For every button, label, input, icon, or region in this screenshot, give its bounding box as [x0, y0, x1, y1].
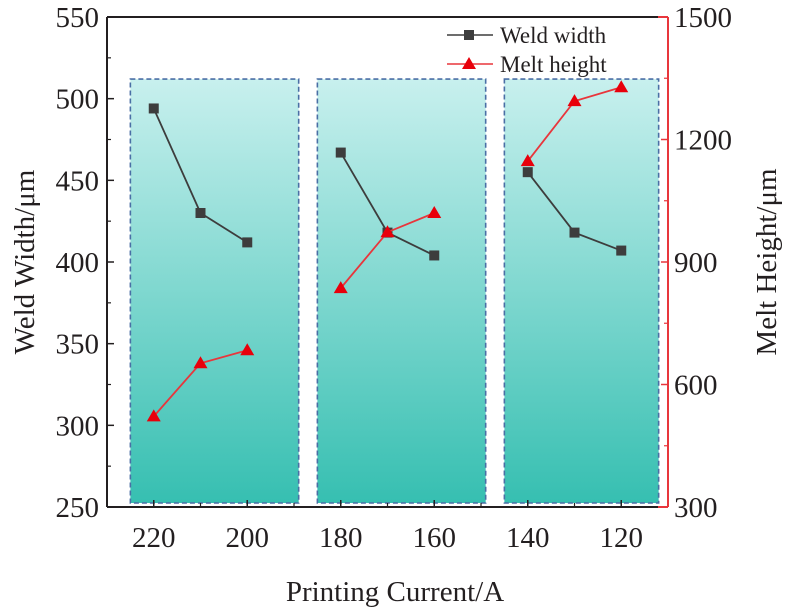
melt-height-point	[240, 343, 255, 356]
y2-tick-label: 600	[674, 370, 718, 402]
legend-weld-width-marker	[464, 30, 474, 40]
y2-axis-title: Melt Height/μm	[751, 168, 783, 356]
melt-height-point	[380, 225, 395, 238]
y-tick-label: 450	[56, 165, 100, 197]
weld-width-point	[522, 167, 533, 178]
y-tick-label: 350	[56, 329, 100, 361]
legend-melt-height-marker	[462, 57, 476, 69]
tick-labels: 220 200 180 160 140 120 250 300 350 400 450 500 550 3…	[56, 2, 733, 554]
weld-width-point	[569, 227, 580, 238]
axis-ticks	[107, 16, 668, 508]
y2-tick-label: 1500	[674, 2, 732, 34]
group-box-1	[129, 78, 300, 504]
x-tick-label: 160	[413, 522, 457, 554]
legend-melt-height-label: Melt height	[500, 52, 607, 77]
legend-weld-width-label: Weld width	[500, 23, 607, 48]
series-layer	[146, 80, 629, 422]
melt-height-point	[567, 94, 582, 107]
y-tick-label: 400	[56, 247, 100, 279]
weld-width-point	[429, 250, 440, 261]
y2-tick-label: 300	[674, 492, 718, 524]
weld-width-point	[335, 147, 346, 158]
melt-height-point	[146, 409, 161, 422]
melt-height-point	[520, 154, 535, 167]
y-axis-title: Weld Width/μm	[9, 169, 41, 354]
x-tick-label: 200	[226, 522, 270, 554]
y-tick-label: 550	[56, 2, 100, 34]
y-tick-label: 300	[56, 410, 100, 442]
x-tick-label: 140	[506, 522, 550, 554]
x-tick-label: 120	[600, 522, 644, 554]
y2-tick-label: 900	[674, 247, 718, 279]
x-axis-title: Printing Current/A	[286, 576, 504, 608]
melt-height-point	[427, 206, 442, 218]
y-tick-label: 500	[56, 84, 100, 116]
y-tick-label: 250	[56, 492, 100, 524]
legend: Weld width Melt height	[447, 23, 607, 77]
melt-height-point	[614, 80, 629, 93]
group-box-3	[503, 78, 660, 504]
weld-width-point	[148, 103, 159, 114]
weld-width-point	[195, 208, 206, 218]
x-tick-label: 180	[319, 522, 363, 554]
weld-width-point	[616, 245, 627, 256]
melt-height-point	[333, 281, 348, 294]
x-tick-label: 220	[132, 522, 176, 554]
weld-width-point	[242, 237, 253, 248]
y2-tick-label: 1200	[674, 125, 732, 157]
group-boxes	[129, 78, 660, 504]
melt-height-point	[193, 356, 208, 369]
